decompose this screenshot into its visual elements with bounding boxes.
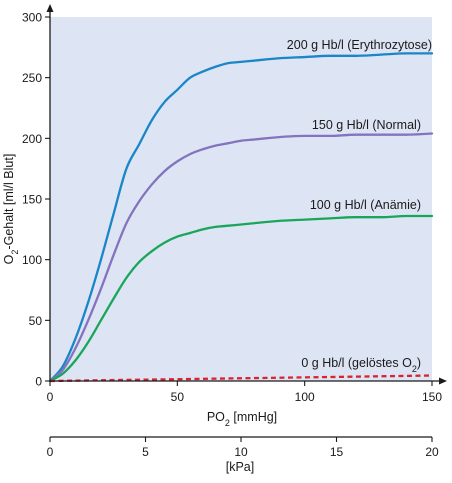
kpa-tick-label: 0 — [47, 445, 54, 459]
x-tick-label: 0 — [47, 390, 54, 404]
series-labels: 200 g Hb/l (Erythrozytose) 150 g Hb/l (No… — [287, 38, 432, 374]
series-label-erythrozytose: 200 g Hb/l (Erythrozytose) — [287, 38, 432, 52]
x-tick-label: 50 — [171, 390, 185, 404]
y-ticks: 0 50 100 150 200 250 300 — [22, 11, 50, 389]
series-layer — [48, 52, 434, 383]
series-line-geloestes-o2 — [49, 374, 433, 383]
y-tick-label: 300 — [22, 11, 42, 25]
series-label-geloestes-o2: 0 g Hb/l (gelöstes O2) — [301, 356, 421, 374]
y-axis-title-rest: -Gehalt [ml/l Blut] — [2, 154, 16, 250]
y-axis-title-sub: 2 — [10, 250, 20, 255]
series-label-normal: 150 g Hb/l (Normal) — [312, 118, 421, 132]
kpa-tick-label: 15 — [330, 445, 344, 459]
y-axis-title-main: O — [2, 254, 16, 264]
x-axis-arrow — [439, 377, 447, 385]
kpa-tick-label: 10 — [234, 445, 248, 459]
y-axis-title: O2-Gehalt [ml/l Blut] — [2, 154, 20, 265]
x-axis-title-sub: 2 — [225, 418, 230, 428]
y-tick-label: 150 — [22, 193, 42, 207]
series-line-erythrozytose — [48, 52, 434, 383]
kpa-tick-label: 5 — [142, 445, 149, 459]
x-ticks: 0 50 100 150 — [47, 381, 442, 404]
y-tick-label: 100 — [22, 253, 42, 267]
y-tick-label: 200 — [22, 132, 42, 146]
x-axis-title-main: PO — [207, 410, 225, 424]
y-axis-arrow — [46, 4, 54, 12]
kpa-axis-title: [kPa] — [226, 460, 255, 474]
series-line-normal — [48, 132, 434, 383]
series-line-anaemie — [48, 214, 434, 383]
x-axis-title: PO2 [mmHg] — [207, 410, 277, 428]
x-tick-label: 100 — [295, 390, 315, 404]
series-label-anaemie: 100 g Hb/l (Anämie) — [310, 198, 421, 212]
kpa-tick-label: 20 — [425, 445, 439, 459]
x-axis-title-unit: [mmHg] — [230, 410, 277, 424]
y-tick-label: 0 — [35, 375, 42, 389]
x-tick-label: 150 — [422, 390, 442, 404]
kpa-ticks: 0 5 10 15 20 — [47, 437, 439, 459]
plot-background — [50, 17, 432, 381]
y-tick-label: 50 — [29, 314, 43, 328]
y-tick-label: 250 — [22, 71, 42, 85]
